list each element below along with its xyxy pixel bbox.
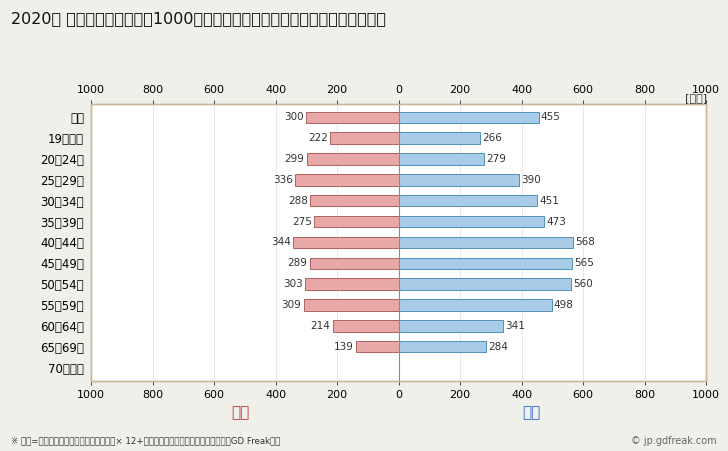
Text: [万円]: [万円]	[686, 93, 708, 103]
Text: 455: 455	[541, 112, 561, 122]
Bar	[399, 299, 552, 311]
Text: 336: 336	[273, 175, 293, 185]
Text: 300: 300	[285, 112, 304, 122]
Text: 275: 275	[292, 216, 312, 226]
Bar	[399, 258, 572, 269]
Text: 266: 266	[483, 133, 502, 143]
Text: 309: 309	[282, 300, 301, 310]
Bar	[305, 278, 399, 290]
Text: 214: 214	[311, 321, 331, 331]
Bar	[304, 299, 399, 311]
Bar	[293, 237, 399, 248]
Text: 299: 299	[285, 154, 304, 164]
Bar	[399, 153, 484, 165]
Bar	[306, 111, 399, 123]
Text: 279: 279	[486, 154, 507, 164]
Text: 2020年 民間企業（従業者数1000人以上）フルタイム労働者の男女別平均年収: 2020年 民間企業（従業者数1000人以上）フルタイム労働者の男女別平均年収	[11, 11, 386, 26]
Text: 565: 565	[574, 258, 594, 268]
Text: 473: 473	[546, 216, 566, 226]
Bar	[399, 278, 571, 290]
Bar	[399, 237, 573, 248]
Bar	[399, 195, 537, 207]
Text: 139: 139	[334, 342, 354, 352]
Text: 222: 222	[308, 133, 328, 143]
Text: 341: 341	[506, 321, 526, 331]
Bar	[306, 153, 399, 165]
Bar	[399, 174, 518, 185]
Text: 390: 390	[521, 175, 540, 185]
Text: ※ 年収=「きまって支給する現金給与額」× 12+「年間賞与その他特別給与額」としてGD Freak推計: ※ 年収=「きまって支給する現金給与額」× 12+「年間賞与その他特別給与額」と…	[11, 437, 280, 446]
Bar	[399, 320, 504, 331]
Text: 284: 284	[488, 342, 508, 352]
Bar	[314, 216, 399, 227]
Text: 498: 498	[554, 300, 574, 310]
Text: 344: 344	[271, 237, 290, 248]
Bar	[333, 320, 399, 331]
Text: 289: 289	[288, 258, 307, 268]
Bar	[399, 216, 544, 227]
Text: 568: 568	[575, 237, 596, 248]
Bar	[399, 133, 480, 144]
Text: © jp.gdfreak.com: © jp.gdfreak.com	[631, 436, 717, 446]
Text: 303: 303	[283, 279, 304, 289]
Text: 451: 451	[539, 196, 559, 206]
Text: 女性: 女性	[231, 405, 250, 420]
Bar	[296, 174, 399, 185]
Text: 560: 560	[573, 279, 593, 289]
Bar	[356, 341, 399, 352]
Bar	[309, 258, 399, 269]
Text: 288: 288	[288, 196, 308, 206]
Bar	[331, 133, 399, 144]
Bar	[399, 341, 486, 352]
Bar	[399, 111, 539, 123]
Bar	[310, 195, 399, 207]
Text: 男性: 男性	[522, 405, 541, 420]
